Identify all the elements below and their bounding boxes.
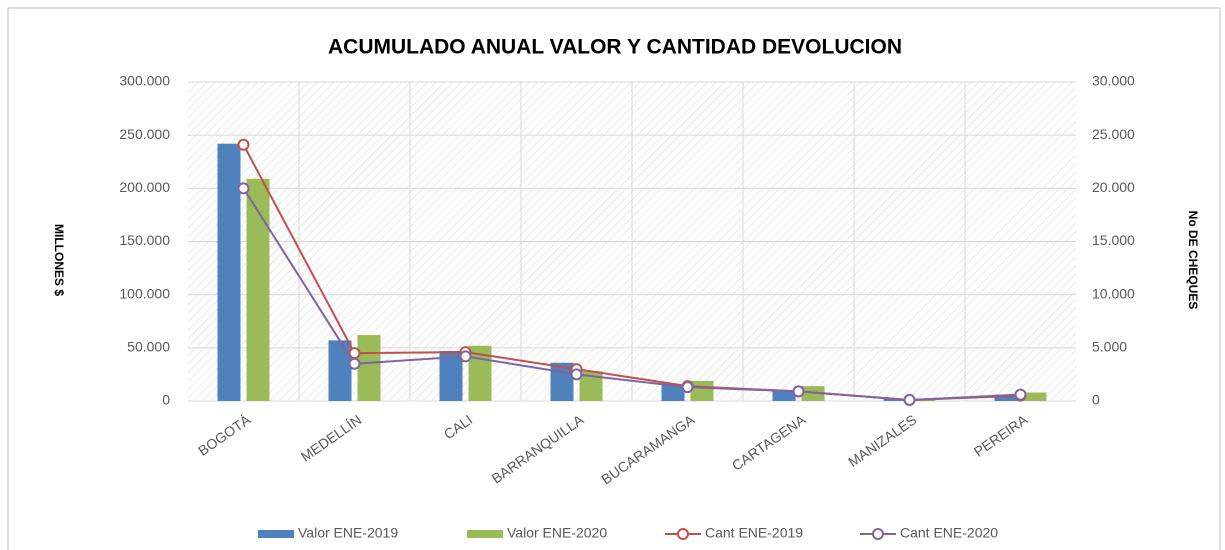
line-series [242,187,1021,401]
y-tick-label: 150.000 [119,232,170,248]
legend-swatch [467,530,503,538]
legend-swatch [677,528,689,540]
bar [690,380,714,401]
y2-tick-label: 25.000 [1092,126,1135,142]
y-tick-label: 50.000 [127,339,170,355]
bar [772,390,796,401]
y2-tick-label: 10.000 [1092,285,1135,301]
line-marker [903,393,916,406]
line-marker [348,357,361,370]
line-marker [237,182,250,195]
line-marker [459,350,472,363]
bar [357,335,381,401]
bar [439,351,463,401]
y-tick-label: 200.000 [119,179,170,195]
bar [579,371,603,401]
chart-title: ACUMULADO ANUAL VALOR Y CANTIDAD DEVOLUC… [328,36,902,59]
bar [883,398,907,401]
line-marker [792,385,805,398]
y-tick-label: 300.000 [119,73,170,89]
bar [661,385,685,401]
bar [912,399,936,401]
bar [994,394,1018,401]
y2-tick-label: 20.000 [1092,179,1135,195]
y-tick-label: 100.000 [119,285,170,301]
y2-tick-label: 30.000 [1092,73,1135,89]
bar [1023,392,1047,401]
line-marker [1014,388,1027,401]
legend-swatch [258,530,294,538]
y-axis-label: MILLONES $ [52,224,66,296]
bar [217,143,241,401]
line-marker [237,138,250,151]
y-tick-label: 250.000 [119,126,170,142]
y2-tick-label: 15.000 [1092,232,1135,248]
legend-label: Valor ENE-2019 [298,525,398,541]
y-tick-label: 0 [162,392,170,408]
legend-label: Valor ENE-2020 [507,525,607,541]
y2-axis-label: No DE CHEQUES [1186,211,1200,310]
line-marker [681,381,694,394]
bar [801,386,825,401]
line-marker [570,368,583,381]
y2-tick-label: 5.000 [1092,339,1127,355]
bar [328,340,352,401]
legend-label: Cant ENE-2019 [705,525,803,541]
legend-swatch [872,528,884,540]
legend-label: Cant ENE-2020 [900,525,998,541]
bar [246,178,270,401]
y2-tick-label: 0 [1092,392,1100,408]
